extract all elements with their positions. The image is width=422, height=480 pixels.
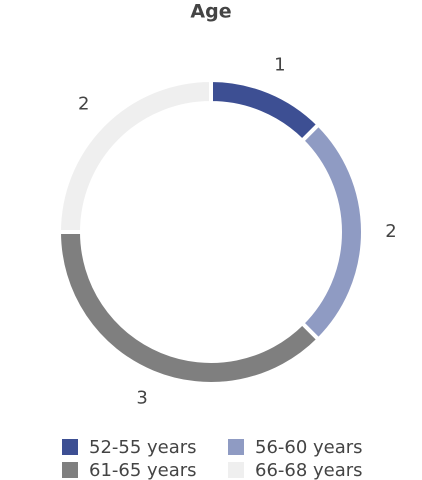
legend-label: 61-65 years (89, 460, 197, 480)
value-label: 2 (78, 94, 89, 115)
value-label: 2 (385, 221, 396, 242)
value-label: 3 (136, 387, 147, 408)
slice (56, 230, 322, 386)
legend-swatch (228, 439, 244, 455)
slice (299, 121, 365, 343)
chart-title: Age (190, 1, 231, 23)
legend-label: 52-55 years (89, 437, 197, 458)
legend-label: 56-60 years (255, 437, 363, 458)
legend-swatch (228, 462, 244, 478)
legend-swatch (62, 439, 78, 455)
value-label: 1 (274, 55, 285, 76)
legend-swatch (62, 462, 78, 478)
legend-label: 66-68 years (255, 460, 363, 480)
slice (209, 77, 322, 144)
slice (56, 77, 213, 234)
